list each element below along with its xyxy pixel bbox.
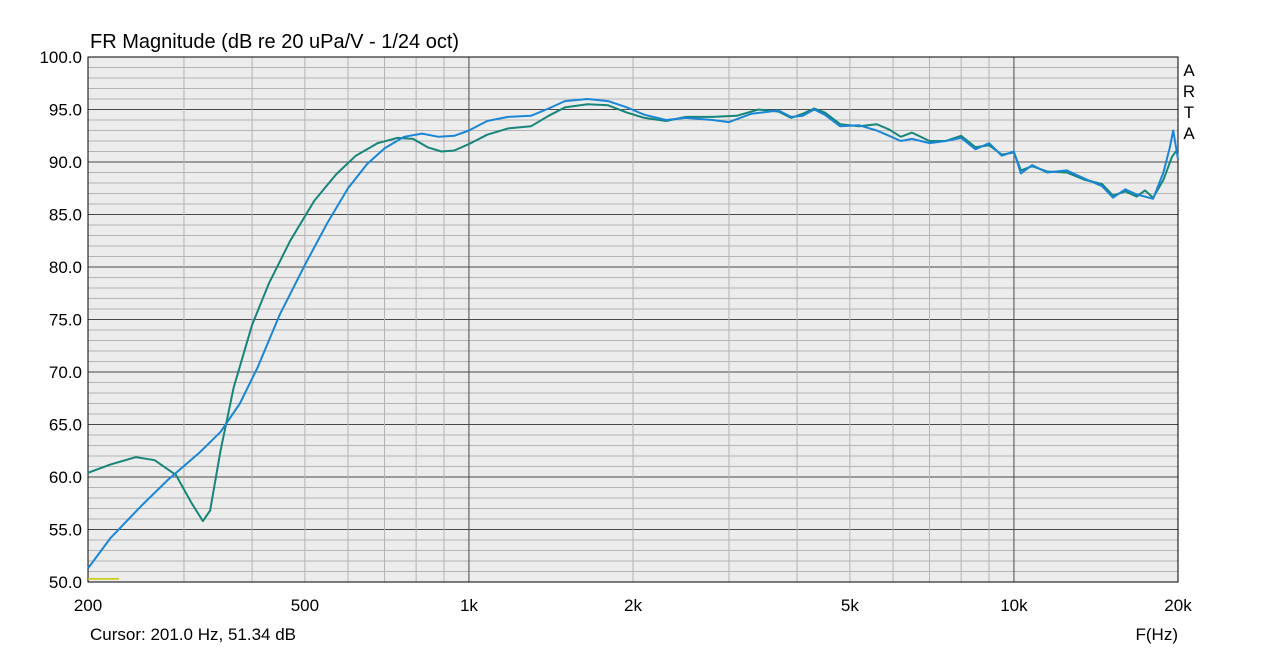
y-tick-label: 75.0 (49, 311, 82, 330)
y-tick-label: 95.0 (49, 101, 82, 120)
y-tick-label: 70.0 (49, 363, 82, 382)
y-tick-label: 60.0 (49, 468, 82, 487)
y-tick-label: 80.0 (49, 258, 82, 277)
y-tick-label: 90.0 (49, 153, 82, 172)
plot-frame (87, 56, 1179, 583)
arta-letter: T (1184, 103, 1194, 122)
arta-letter: A (1183, 61, 1195, 80)
x-tick-label: 2k (624, 596, 642, 615)
x-tick-label: 10k (1000, 596, 1028, 615)
series-group (87, 98, 1179, 580)
grid (88, 57, 1178, 582)
x-tick-label: 200 (74, 596, 102, 615)
y-tick-label: 55.0 (49, 521, 82, 540)
y-tick-label: 50.0 (49, 573, 82, 592)
x-tick-labels: 200 500 1k 2k 5k 10k 20k (74, 596, 1192, 615)
y-tick-labels: 100.0 95.0 90.0 85.0 80.0 75.0 70.0 65.0 60.0 55.… (39, 48, 82, 592)
series-line-2 (87, 98, 1179, 569)
x-tick-label: 500 (291, 596, 319, 615)
chart-title: FR Magnitude (dB re 20 uPa/V - 1/24 oct) (90, 31, 459, 53)
arta-letter: A (1183, 124, 1195, 143)
y-tick-label: 85.0 (49, 206, 82, 225)
x-tick-label: 5k (841, 596, 859, 615)
arta-letter: R (1183, 82, 1195, 101)
cursor-readout: Cursor: 201.0 Hz, 51.34 dB (90, 625, 296, 644)
y-tick-label: 65.0 (49, 416, 82, 435)
x-tick-label: 1k (460, 596, 478, 615)
x-tick-label: 20k (1164, 596, 1192, 615)
x-axis-label: F(Hz) (1136, 625, 1178, 644)
y-tick-label: 100.0 (39, 48, 82, 67)
